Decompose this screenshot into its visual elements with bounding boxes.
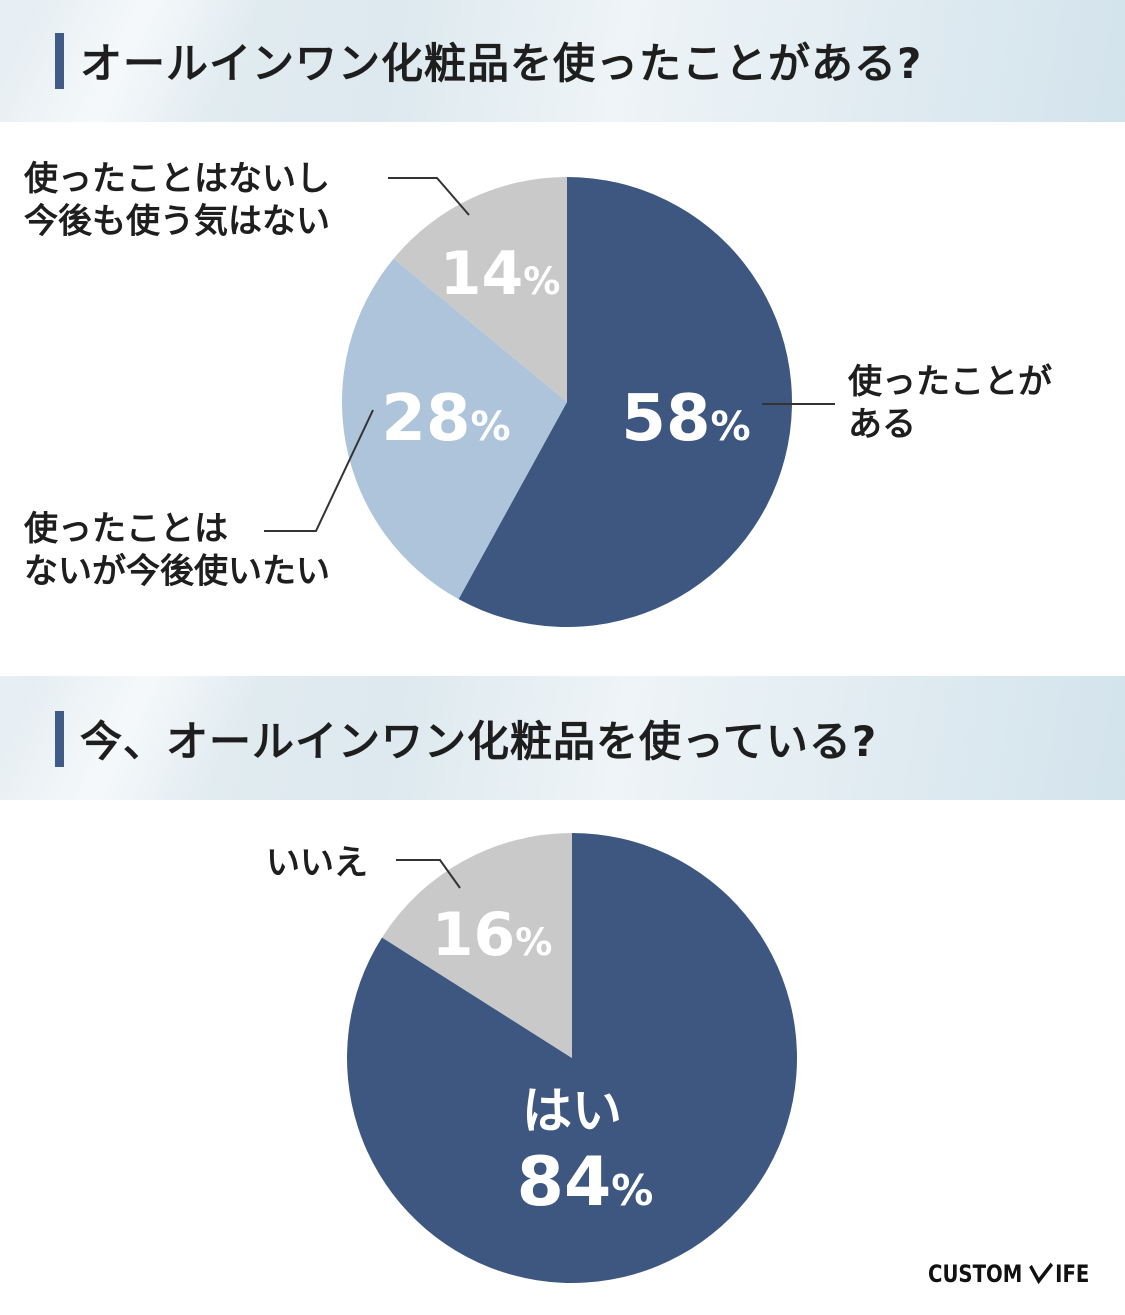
slice-category-label: はい [522, 1082, 622, 1140]
slice-category-label: 使ったことは [23, 509, 228, 549]
leader-line [396, 859, 461, 889]
leader-line [388, 177, 470, 216]
brand-text-left: CUSTOM [928, 1260, 1023, 1288]
slice-value-label: 14% [440, 239, 561, 309]
leader-line [264, 409, 374, 532]
title-accent-bar-1 [55, 33, 64, 89]
pie-slice [458, 177, 793, 627]
title-band-1 [0, 0, 1125, 122]
pie-slice [382, 833, 572, 1058]
slice-value-label: 28% [381, 382, 510, 456]
chart-title-2: 今、オールインワン化粧品を使っている? [80, 717, 878, 766]
title-band-2 [0, 676, 1125, 800]
slice-category-label: 今後も使う気はない [24, 202, 330, 242]
slice-category-label: 使ったことが [847, 362, 1052, 402]
brand-check-icon [1029, 1262, 1054, 1285]
slice-value-label: 58% [621, 382, 750, 456]
brand-logo: CUSTOM IFE [928, 1260, 1089, 1288]
chart-title-1: オールインワン化粧品を使ったことがある? [80, 39, 923, 88]
brand-text-right: IFE [1055, 1260, 1090, 1288]
slice-value-label: 16% [432, 900, 553, 970]
slice-category-label: 使ったことはないし [23, 159, 330, 199]
slice-category-label: いいえ [266, 843, 368, 883]
slice-value-label: 84% [517, 1143, 654, 1222]
title-accent-bar-2 [55, 711, 64, 767]
slice-category-label: ある [848, 405, 916, 445]
pie-slice [393, 177, 567, 402]
pie-slice [341, 258, 567, 600]
pie-chart-1: 58% 28% 14% 使ったことがある使ったことはないが今後使いたい使ったことはない… [23, 159, 1052, 627]
pie-slice [347, 833, 798, 1283]
slice-category-label: ないが今後使いたい [24, 552, 330, 592]
